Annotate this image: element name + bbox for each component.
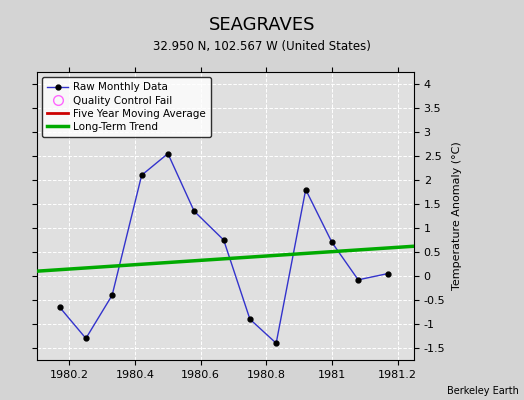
Raw Monthly Data (273, 341, 279, 346)
Raw Monthly Data (329, 240, 335, 245)
Text: Berkeley Earth: Berkeley Earth (447, 386, 519, 396)
Raw Monthly Data (165, 151, 171, 156)
Text: 32.950 N, 102.567 W (United States): 32.950 N, 102.567 W (United States) (153, 40, 371, 53)
Raw Monthly Data (355, 278, 362, 282)
Raw Monthly Data (191, 209, 198, 214)
Raw Monthly Data (109, 293, 115, 298)
Legend: Raw Monthly Data, Quality Control Fail, Five Year Moving Average, Long-Term Tren: Raw Monthly Data, Quality Control Fail, … (42, 77, 211, 137)
Line: Raw Monthly Data: Raw Monthly Data (57, 151, 390, 346)
Raw Monthly Data (302, 187, 309, 192)
Raw Monthly Data (247, 317, 253, 322)
Raw Monthly Data (138, 173, 145, 178)
Y-axis label: Temperature Anomaly (°C): Temperature Anomaly (°C) (452, 142, 462, 290)
Raw Monthly Data (385, 271, 391, 276)
Text: SEAGRAVES: SEAGRAVES (209, 16, 315, 34)
Raw Monthly Data (83, 336, 89, 341)
Raw Monthly Data (57, 305, 63, 310)
Raw Monthly Data (221, 238, 227, 242)
